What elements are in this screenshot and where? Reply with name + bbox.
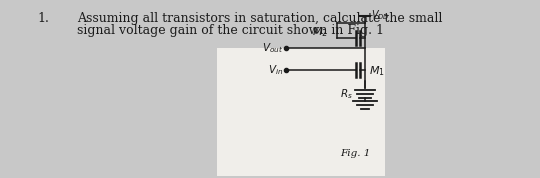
Text: Assuming all transistors in saturation, calculate the small: Assuming all transistors in saturation, … [77,12,442,25]
Text: $V_{in}$: $V_{in}$ [268,63,283,77]
Text: $M_1$: $M_1$ [369,64,385,78]
Text: signal voltage gain of the circuit shown in Fig. 1: signal voltage gain of the circuit shown… [77,24,384,37]
Text: Fig. 1: Fig. 1 [340,149,370,158]
Text: $V_{DD}$: $V_{DD}$ [371,8,390,22]
Text: $V_{out}$: $V_{out}$ [262,41,283,55]
Text: $R_s$: $R_s$ [340,87,353,101]
Text: 1.: 1. [37,12,49,25]
Bar [217,48,384,176]
Text: $M_2$: $M_2$ [312,25,327,39]
